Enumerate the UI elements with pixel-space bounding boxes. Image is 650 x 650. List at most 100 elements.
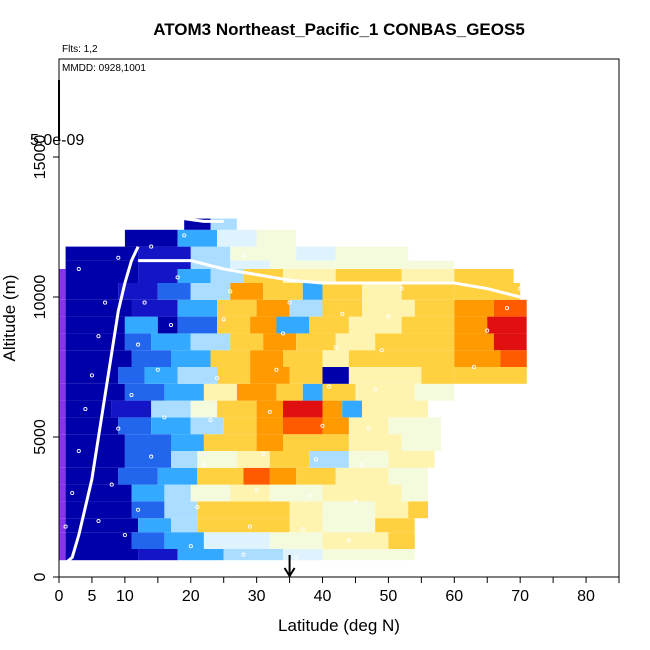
heat-cell <box>65 484 132 502</box>
heat-cell <box>322 350 349 367</box>
colorbar-label: 5.0e-09 <box>30 132 84 149</box>
heat-cell <box>65 260 139 269</box>
heat-cell <box>190 484 231 502</box>
sample-point <box>83 406 88 412</box>
heat-cell <box>289 501 323 519</box>
heat-cell <box>243 467 270 485</box>
flight-track <box>138 259 521 299</box>
heat-cell <box>138 269 178 283</box>
heat-cell <box>263 333 297 351</box>
heat-cell <box>217 316 250 334</box>
heat-cell <box>131 299 178 317</box>
y-tick-label: 15000 <box>32 135 49 180</box>
heat-cell <box>177 549 224 561</box>
heat-cell <box>59 383 66 401</box>
heat-cell <box>59 283 66 300</box>
heat-cell <box>454 269 514 283</box>
heat-cell <box>493 299 527 317</box>
sample-point <box>103 300 108 305</box>
heat-cell <box>138 518 171 533</box>
heat-cell <box>171 451 198 468</box>
sample-point <box>201 462 206 468</box>
heat-cell <box>283 417 323 435</box>
heat-cell <box>250 350 283 367</box>
flight-tracks <box>64 217 521 565</box>
sample-point <box>267 409 272 414</box>
sample-point <box>300 527 305 532</box>
sample-point <box>241 552 246 557</box>
sample-point <box>63 524 68 529</box>
heat-cell <box>322 518 376 533</box>
heat-cell <box>59 417 66 435</box>
heat-cell <box>401 283 455 300</box>
heat-cell <box>59 269 66 283</box>
x-tick-label: 10 <box>116 588 134 605</box>
heat-cell <box>487 316 527 334</box>
heat-cell <box>296 333 336 351</box>
heat-cell <box>197 467 244 485</box>
sample-point <box>136 342 141 347</box>
heat-cell <box>230 333 264 351</box>
heat-cell <box>210 269 244 283</box>
heat-cell <box>263 283 303 300</box>
heat-cell <box>348 417 389 435</box>
sample-point <box>136 507 141 512</box>
heat-cell <box>236 451 270 468</box>
sample-point <box>76 448 81 454</box>
sample-point <box>379 348 384 353</box>
heat-cell <box>118 367 145 384</box>
heat-cell <box>164 532 204 549</box>
heat-cell <box>269 484 323 502</box>
heat-cell <box>401 434 442 451</box>
sample-point <box>195 504 200 510</box>
heat-cell <box>230 484 270 502</box>
sample-point <box>116 426 121 431</box>
heat-cell <box>283 400 323 418</box>
sample-point <box>116 255 121 260</box>
heat-cell <box>269 467 297 485</box>
sample-point <box>280 331 286 336</box>
sample-point <box>313 457 318 462</box>
x-axis: 0 5 10 20 30 40 50 60 70 80 <box>55 577 620 605</box>
heat-cell <box>59 367 66 384</box>
heat-cell <box>454 333 494 351</box>
heat-cell <box>164 501 198 519</box>
heat-cell <box>151 400 191 418</box>
heat-cell <box>124 229 178 247</box>
heat-cell <box>164 383 204 401</box>
heat-cell <box>138 549 178 561</box>
heat-cell <box>217 400 257 418</box>
heat-cell <box>401 484 428 502</box>
sample-point <box>142 300 147 305</box>
marker-head <box>283 567 296 578</box>
heat-cell <box>151 333 191 351</box>
x-tick-label: 60 <box>445 588 463 605</box>
heat-cell <box>250 316 277 334</box>
heat-cell <box>395 350 455 367</box>
heat-cell <box>59 518 66 533</box>
heat-cell <box>118 417 152 435</box>
y-tick-label: 10000 <box>32 275 49 320</box>
heat-cell <box>164 484 191 502</box>
heat-cell <box>322 400 343 418</box>
heat-cell <box>454 316 488 334</box>
heat-cell <box>59 451 66 468</box>
heat-cell <box>59 467 66 485</box>
heat-cell <box>157 467 198 485</box>
sample-point <box>360 462 365 468</box>
sample-point <box>320 423 325 428</box>
heat-cell <box>151 417 191 435</box>
heat-cell <box>276 383 303 401</box>
sample-point <box>294 555 299 560</box>
heat-cell <box>65 532 132 549</box>
heat-cell <box>421 367 455 384</box>
sample-point <box>76 266 81 272</box>
heat-cell <box>322 367 349 384</box>
heat-cell <box>269 260 336 269</box>
sample-point <box>215 376 220 381</box>
heat-cell <box>335 269 402 283</box>
heat-cell <box>276 316 310 334</box>
heat-cell <box>362 299 415 317</box>
sample-point <box>445 446 450 451</box>
heat-cell <box>184 218 211 230</box>
